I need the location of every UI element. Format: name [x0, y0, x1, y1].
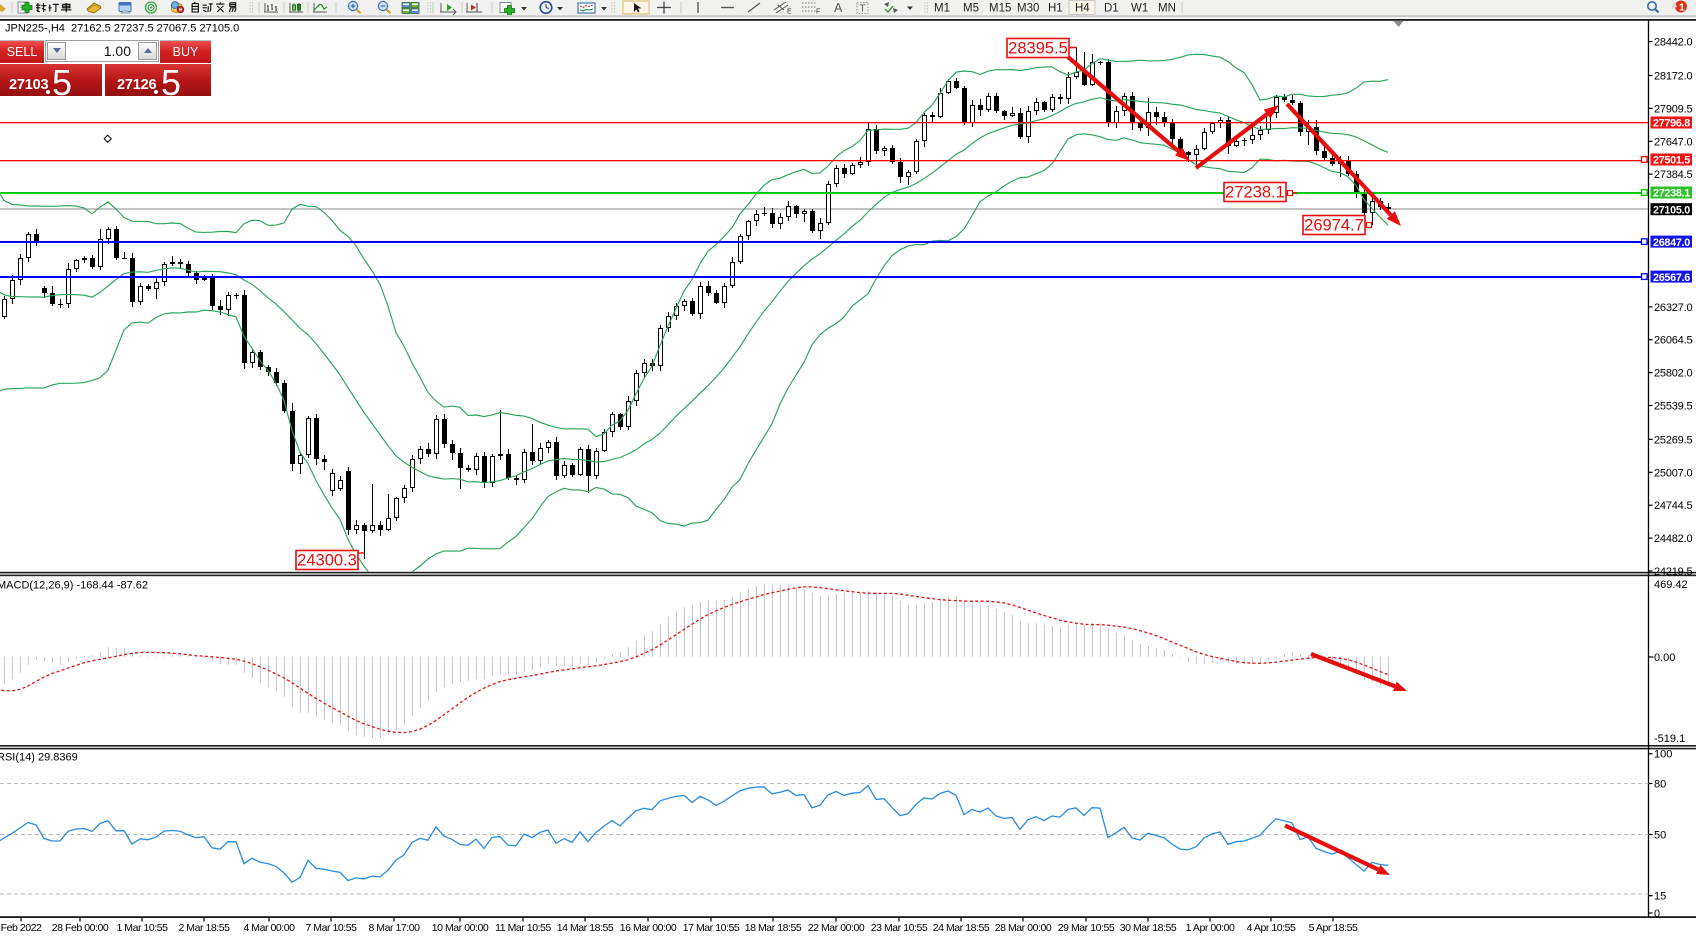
- svg-text:RSI(14) 29.8369: RSI(14) 29.8369: [0, 752, 78, 764]
- svg-text:W1: W1: [1131, 3, 1148, 15]
- svg-text:T: T: [860, 4, 866, 15]
- svg-text:17 Mar 10:55: 17 Mar 10:55: [683, 922, 740, 934]
- svg-text:26327.0: 26327.0: [1654, 302, 1692, 314]
- svg-text:28442.0: 28442.0: [1654, 37, 1692, 49]
- svg-text:4 Mar 00:00: 4 Mar 00:00: [243, 922, 295, 934]
- svg-text:-519.1: -519.1: [1654, 733, 1685, 745]
- svg-text:25269.5: 25269.5: [1654, 434, 1692, 446]
- svg-text:27501.5: 27501.5: [1653, 155, 1690, 167]
- svg-text:1 Apr 00:00: 1 Apr 00:00: [1186, 922, 1235, 934]
- svg-text:27647.0: 27647.0: [1654, 136, 1692, 148]
- svg-text:H4: H4: [1075, 3, 1090, 15]
- svg-text:27105.0: 27105.0: [1653, 204, 1690, 216]
- svg-text:80: 80: [1654, 779, 1666, 791]
- svg-text:5 Apr 18:55: 5 Apr 18:55: [1309, 922, 1358, 934]
- svg-text:26974.7: 26974.7: [1304, 217, 1364, 235]
- svg-text:11 Mar 10:55: 11 Mar 10:55: [495, 922, 551, 934]
- svg-text:27384.5: 27384.5: [1654, 169, 1692, 181]
- svg-text:26567.6: 26567.6: [1653, 272, 1690, 284]
- svg-text:23 Mar 10:55: 23 Mar 10:55: [871, 922, 928, 934]
- svg-text:24219.5: 24219.5: [1654, 566, 1692, 578]
- svg-text:29 Mar 10:55: 29 Mar 10:55: [1058, 922, 1115, 934]
- svg-text:27796.8: 27796.8: [1653, 118, 1690, 130]
- svg-text:26847.0: 26847.0: [1653, 237, 1690, 249]
- svg-text:25539.5: 25539.5: [1654, 401, 1692, 413]
- svg-text:25007.0: 25007.0: [1654, 467, 1692, 479]
- svg-text:24 Mar 18:55: 24 Mar 18:55: [933, 922, 990, 934]
- svg-text:2 Mar 18:55: 2 Mar 18:55: [178, 922, 230, 934]
- svg-text:D1: D1: [1104, 3, 1119, 15]
- svg-text:28395.5: 28395.5: [1008, 40, 1068, 58]
- svg-text:14 Mar 18:55: 14 Mar 18:55: [557, 922, 614, 934]
- svg-text:MACD(12,26,9) -168.44 -87.62: MACD(12,26,9) -168.44 -87.62: [0, 580, 148, 592]
- svg-text:M5: M5: [963, 3, 979, 15]
- svg-text:E: E: [787, 9, 792, 16]
- svg-text:469.42: 469.42: [1654, 579, 1688, 591]
- svg-text:8 Mar 17:00: 8 Mar 17:00: [368, 922, 420, 934]
- svg-text:27238.1: 27238.1: [1225, 184, 1285, 202]
- svg-text:MN: MN: [1158, 3, 1176, 15]
- svg-text:A: A: [834, 1, 843, 15]
- svg-text:M30: M30: [1017, 3, 1039, 15]
- svg-text:JPN225-,H4 27162.5 27237.5 27: JPN225-,H4 27162.5 27237.5 27067.5 27105…: [5, 23, 239, 35]
- svg-text:26064.5: 26064.5: [1654, 335, 1692, 347]
- svg-text:27909.5: 27909.5: [1654, 103, 1692, 115]
- svg-text:30 Mar 18:55: 30 Mar 18:55: [1120, 922, 1177, 934]
- svg-text:18 Mar 18:55: 18 Mar 18:55: [745, 922, 802, 934]
- svg-text:25802.0: 25802.0: [1654, 368, 1692, 380]
- svg-text:1: 1: [1679, 2, 1685, 14]
- svg-text:24300.3: 24300.3: [297, 552, 357, 570]
- svg-text:0: 0: [1654, 908, 1660, 920]
- svg-text:50: 50: [1654, 830, 1666, 842]
- svg-text:10 Mar 00:00: 10 Mar 00:00: [432, 922, 489, 934]
- svg-text:15: 15: [1654, 891, 1666, 903]
- svg-text:F: F: [816, 9, 820, 16]
- svg-text:24482.0: 24482.0: [1654, 533, 1692, 545]
- svg-text:28 Feb 00:00: 28 Feb 00:00: [52, 922, 109, 934]
- svg-text:7 Mar 10:55: 7 Mar 10:55: [305, 922, 357, 934]
- svg-text:M1: M1: [934, 3, 950, 15]
- svg-text:4 Apr 10:55: 4 Apr 10:55: [1247, 922, 1296, 934]
- svg-text:H1: H1: [1048, 3, 1063, 15]
- svg-text:100: 100: [1654, 749, 1672, 761]
- svg-text:Feb 2022: Feb 2022: [1, 922, 42, 934]
- svg-text:24744.5: 24744.5: [1654, 500, 1692, 512]
- svg-text:28172.0: 28172.0: [1654, 71, 1692, 83]
- svg-text:1 Mar 10:55: 1 Mar 10:55: [116, 922, 168, 934]
- svg-text:0.00: 0.00: [1654, 652, 1675, 664]
- svg-text:22 Mar 00:00: 22 Mar 00:00: [808, 922, 865, 934]
- svg-text:M15: M15: [989, 3, 1011, 15]
- svg-text:28 Mar 00:00: 28 Mar 00:00: [995, 922, 1052, 934]
- svg-text:27238.1: 27238.1: [1653, 188, 1690, 200]
- svg-text:16 Mar 00:00: 16 Mar 00:00: [620, 922, 677, 934]
